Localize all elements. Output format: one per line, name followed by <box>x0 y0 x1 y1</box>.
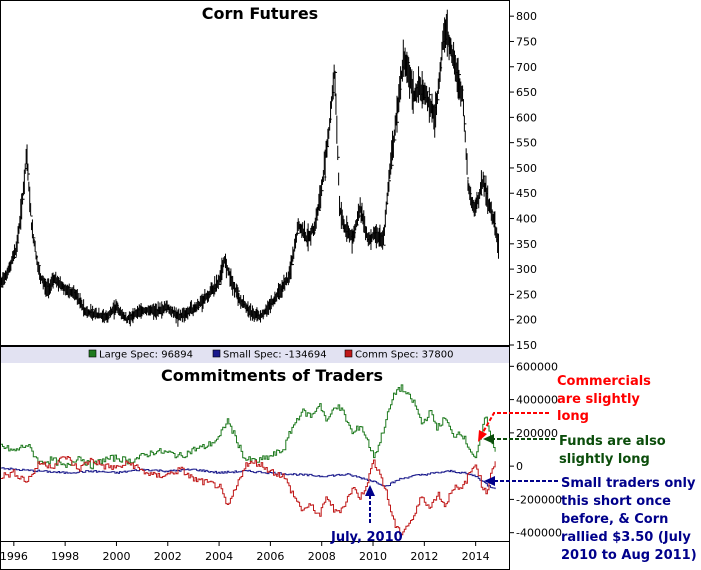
legend-strip <box>0 346 510 363</box>
anno-comm-arrow <box>481 412 549 435</box>
legend-swatch-large <box>88 349 97 358</box>
anno-small-line-4: rallied $3.50 (July <box>561 530 691 545</box>
x-tick-label: 2008 <box>308 550 336 563</box>
price-panel-frame <box>0 0 510 346</box>
legend-label-large: Large Spec: 96894 <box>99 350 193 361</box>
annotation-commercials: Commercials are slightly long <box>478 374 651 442</box>
cot-y-tick-label: 200000 <box>516 427 558 440</box>
price-bars <box>0 9 499 327</box>
cot-line-large <box>1 384 496 470</box>
anno-comm-line-3: long <box>557 409 589 424</box>
cot-title: Commitments of Traders <box>161 366 383 385</box>
price-y-tick-label: 250 <box>516 288 537 301</box>
legend-swatch-small <box>212 349 221 358</box>
cot-y-tick-label: 600000 <box>516 360 558 373</box>
anno-july-label: July, 2010 <box>330 530 403 545</box>
anno-july-arrowhead <box>365 485 375 496</box>
x-tick-label: 2004 <box>205 550 233 563</box>
price-y-tick-label: 700 <box>516 61 537 74</box>
x-tick-label: 2010 <box>359 550 387 563</box>
x-tick-label: 1996 <box>0 550 28 563</box>
x-tick-label: 2012 <box>410 550 438 563</box>
anno-funds-line-1: Funds are also <box>559 434 666 449</box>
x-tick-label: 1998 <box>51 550 79 563</box>
legend: Large Spec: 96894 Small Spec: -134694 Co… <box>88 349 453 361</box>
anno-small-line-1: Small traders only <box>561 476 696 491</box>
anno-small-arrowhead <box>484 476 495 486</box>
price-y-tick-label: 550 <box>516 137 537 150</box>
x-tick-label: 2006 <box>256 550 284 563</box>
price-y-tick-label: 600 <box>516 111 537 124</box>
cot-line-small <box>1 467 496 490</box>
price-y-tick-label: 450 <box>516 187 537 200</box>
price-y-tick-label: 200 <box>516 314 537 327</box>
anno-comm-line-1: Commercials <box>557 374 651 389</box>
price-y-tick-label: 800 <box>516 10 537 23</box>
cot-y-tick-label: -200000 <box>516 493 562 506</box>
anno-small-line-2: this short once <box>561 494 671 509</box>
price-y-tick-label: 300 <box>516 263 537 276</box>
anno-funds-arrowhead <box>483 434 494 444</box>
cot-y-tick-label: 0 <box>516 460 523 473</box>
cot-y-tick-label: 400000 <box>516 394 558 407</box>
anno-comm-line-2: are slightly <box>557 392 640 407</box>
price-title: Corn Futures <box>202 4 318 23</box>
legend-swatch-comm <box>344 349 353 358</box>
x-axis: 1996 1998 2000 2002 2004 2006 2008 2010 2012 2014 <box>0 541 490 563</box>
annotation-july-2010: July, 2010 <box>330 485 403 545</box>
anno-small-line-3: before, & Corn <box>561 512 668 527</box>
price-y-tick-label: 500 <box>516 162 537 175</box>
price-y-tick-label: 400 <box>516 213 537 226</box>
annotation-small-traders: Small traders only this short once befor… <box>484 476 697 563</box>
anno-small-line-5: 2010 to Aug 2011) <box>561 548 697 563</box>
x-tick-label: 2014 <box>462 550 490 563</box>
x-tick-label: 2000 <box>102 550 130 563</box>
price-y-tick-label: 650 <box>516 86 537 99</box>
cot-y-tick-label: -400000 <box>516 527 562 540</box>
cot-series <box>1 384 496 536</box>
legend-label-comm: Comm Spec: 37800 <box>355 350 453 361</box>
price-y-axis: 150 200 250 300 350 400 450 500 550 600 650 700 750 8… <box>509 10 537 352</box>
legend-label-small: Small Spec: -134694 <box>223 350 327 361</box>
price-y-tick-label: 350 <box>516 238 537 251</box>
price-y-tick-label: 750 <box>516 35 537 48</box>
cot-line-comm <box>1 456 496 536</box>
annotation-funds: Funds are also slightly long <box>483 434 666 467</box>
anno-funds-line-2: slightly long <box>559 452 650 467</box>
price-y-tick-label: 150 <box>516 339 537 352</box>
anno-comm-arrowhead <box>478 430 487 442</box>
x-tick-label: 2002 <box>154 550 182 563</box>
cot-y-axis: -400000 -200000 0 200000 400000 600000 <box>509 360 562 540</box>
